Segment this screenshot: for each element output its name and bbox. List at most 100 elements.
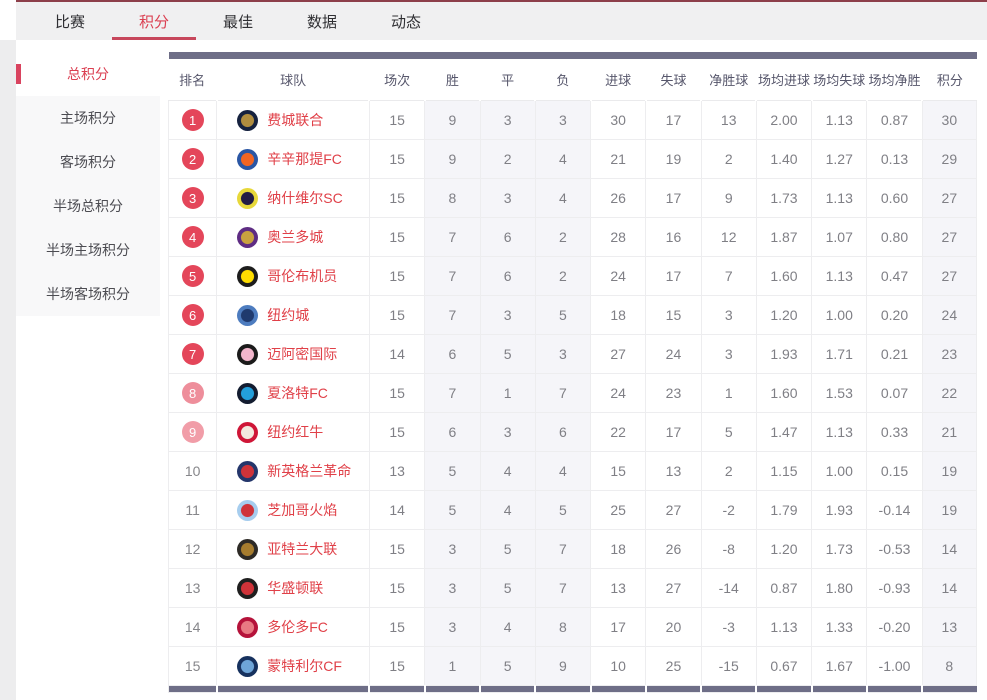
- stat-cell: 3: [534, 100, 592, 140]
- stat-cell: 5: [479, 334, 536, 374]
- stat-cell: -3: [700, 607, 757, 647]
- team-cell[interactable]: 多伦多FC: [216, 607, 370, 647]
- nav-tab-4[interactable]: 数据: [306, 13, 337, 31]
- stat-cell: 15: [645, 295, 702, 335]
- team-cell[interactable]: 奥兰多城: [216, 217, 370, 257]
- team-name-link[interactable]: 华盛顿联: [267, 580, 324, 596]
- team-name-link[interactable]: 亚特兰大联: [267, 541, 338, 557]
- nav-tab-5[interactable]: 动态: [390, 13, 421, 31]
- team-cell[interactable]: 华盛顿联: [216, 568, 370, 608]
- stat-cell: 17: [645, 412, 702, 452]
- stat-cell: -0.20: [866, 607, 923, 647]
- team-name-link[interactable]: 纽约城: [267, 307, 310, 323]
- stat-cell: 2: [534, 256, 592, 296]
- stat-cell: 13: [700, 100, 757, 140]
- stat-cell: 5: [424, 451, 481, 491]
- stat-cell: 13: [368, 451, 426, 491]
- team-name-link[interactable]: 奥兰多城: [267, 229, 324, 245]
- team-name-link[interactable]: 哥伦布机员: [267, 268, 338, 284]
- team-cell[interactable]: 纳什维尔SC: [216, 178, 370, 218]
- team-name-link[interactable]: 迈阿密国际: [267, 346, 338, 362]
- top-navigation: 比赛 积分 最佳 数据 动态: [16, 0, 987, 40]
- nav-tab-1[interactable]: 比赛: [54, 13, 85, 31]
- team-cell[interactable]: 哥伦布机员: [216, 256, 370, 296]
- team-cell[interactable]: 亚特兰大联: [216, 529, 370, 569]
- column-header: 球队: [216, 52, 371, 101]
- team-name-link[interactable]: 新英格兰革命: [267, 463, 352, 479]
- table-row: 3 纳什维尔SC 15 8 3 4 26 17 9 1.73 1.13 0.60 27: [167, 178, 978, 218]
- team-cell[interactable]: 芝加哥火焰: [216, 490, 370, 530]
- stat-cell: -0.93: [866, 568, 923, 608]
- column-header: 积分: [922, 52, 977, 101]
- stat-cell: 1.80: [811, 568, 868, 608]
- table-footer-bar: [167, 685, 977, 693]
- rank-badge: 9: [181, 421, 204, 443]
- team-cell[interactable]: 夏洛特FC: [216, 373, 370, 413]
- stat-cell: 5: [534, 295, 592, 335]
- table-row: 2 辛辛那提FC 15 9 2 4 21 19 2 1.40 1.27 0.13 29: [167, 139, 978, 179]
- team-name-link[interactable]: 纽约红牛: [267, 424, 324, 440]
- stat-cell: 26: [590, 178, 647, 218]
- rank-cell: 14: [167, 607, 218, 647]
- rank-number: 11: [185, 502, 200, 518]
- team-cell[interactable]: 新英格兰革命: [216, 451, 370, 491]
- team-cell[interactable]: 费城联合: [216, 100, 370, 140]
- team-name-link[interactable]: 纳什维尔SC: [267, 190, 343, 206]
- sidebar-item-4[interactable]: 半场总积分: [16, 184, 160, 228]
- rank-badge: 8: [181, 382, 204, 404]
- stat-cell: 1.60: [755, 373, 813, 413]
- column-header: 场均失球: [811, 52, 868, 101]
- team-name-link[interactable]: 芝加哥火焰: [267, 502, 338, 518]
- team-name-link[interactable]: 夏洛特FC: [267, 385, 328, 401]
- rank-badge: 2: [181, 148, 204, 170]
- table-row: 1 费城联合 15 9 3 3 30 17 13 2.00 1.13 0.87 30: [167, 100, 978, 140]
- team-name-link[interactable]: 多伦多FC: [267, 619, 328, 635]
- team-cell[interactable]: 辛辛那提FC: [216, 139, 370, 179]
- stat-cell: -15: [700, 646, 757, 686]
- stat-cell: -14: [700, 568, 757, 608]
- stat-cell: 3: [534, 334, 592, 374]
- rank-cell: 15: [167, 646, 218, 686]
- team-logo-icon: [237, 382, 259, 404]
- stat-cell: 7: [424, 217, 481, 257]
- rank-cell: 5: [167, 256, 218, 296]
- nav-tab-2[interactable]: 积分: [112, 2, 196, 40]
- footer-bar-segment: [167, 685, 218, 693]
- page-left-gutter: [0, 40, 16, 700]
- stat-cell: 1.13: [811, 100, 868, 140]
- team-logo-icon: [237, 499, 259, 521]
- stat-cell: -0.14: [866, 490, 923, 530]
- stat-cell: 1.00: [811, 451, 868, 491]
- team-name-link[interactable]: 蒙特利尔CF: [267, 658, 342, 674]
- stat-cell: 1.20: [755, 295, 813, 335]
- table-row: 6 纽约城 15 7 3 5 18 15 3 1.20 1.00 0.20 24: [167, 295, 978, 335]
- stat-cell: 6: [479, 256, 536, 296]
- stat-cell: 0.21: [866, 334, 923, 374]
- nav-tab-3[interactable]: 最佳: [222, 13, 253, 31]
- sidebar-item-6[interactable]: 半场客场积分: [16, 272, 160, 316]
- sidebar-item-1[interactable]: 总积分: [16, 52, 160, 96]
- sidebar-item-2[interactable]: 主场积分: [16, 96, 160, 140]
- team-cell[interactable]: 纽约城: [216, 295, 370, 335]
- team-logo-icon: [237, 148, 259, 170]
- stat-cell: 20: [645, 607, 702, 647]
- team-name-link[interactable]: 费城联合: [267, 112, 324, 128]
- stat-cell: 13: [645, 451, 702, 491]
- team-cell[interactable]: 迈阿密国际: [216, 334, 370, 374]
- rank-cell: 4: [167, 217, 218, 257]
- stat-cell: 15: [368, 295, 426, 335]
- sidebar-item-5[interactable]: 半场主场积分: [16, 228, 160, 272]
- stat-cell: 0.87: [755, 568, 813, 608]
- stat-cell: 3: [479, 295, 536, 335]
- team-cell[interactable]: 蒙特利尔CF: [216, 646, 370, 686]
- team-name-link[interactable]: 辛辛那提FC: [267, 151, 342, 167]
- stat-cell: 5: [479, 568, 536, 608]
- stat-cell: 3: [700, 295, 757, 335]
- stat-cell: 9: [534, 646, 592, 686]
- stat-cell: 4: [534, 139, 592, 179]
- team-cell[interactable]: 纽约红牛: [216, 412, 370, 452]
- sidebar-item-3[interactable]: 客场积分: [16, 140, 160, 184]
- stat-cell: 19: [921, 451, 978, 491]
- stat-cell: 3: [424, 568, 481, 608]
- stat-cell: 4: [479, 451, 536, 491]
